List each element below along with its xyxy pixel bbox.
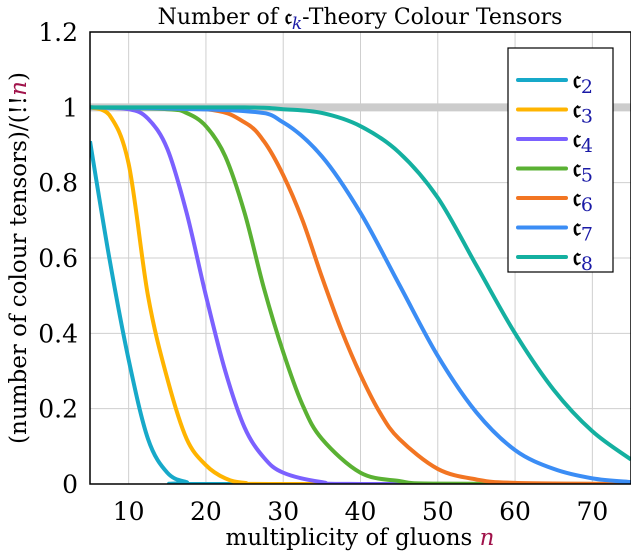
y-ticks: 0 0.2 0.4 0.6 0.8 1 1.2 bbox=[38, 18, 78, 499]
legend-entry: 𝔠3 bbox=[573, 95, 593, 128]
series-lines bbox=[90, 105, 631, 484]
x-tick-label: 10 bbox=[113, 497, 145, 526]
legend-entry: 𝔠4 bbox=[573, 124, 593, 157]
y-axis-label: (number of colour tensors)/(!!n) bbox=[6, 72, 32, 444]
series-line-c6 bbox=[90, 105, 631, 484]
y-tick-label: 0.6 bbox=[38, 244, 78, 273]
y-tick-label: 1.2 bbox=[38, 18, 78, 47]
y-tick-label: 0.8 bbox=[38, 169, 78, 198]
x-tick-label: 40 bbox=[345, 497, 377, 526]
legend-entry: 𝔠6 bbox=[573, 183, 593, 216]
legend-entry: 𝔠2 bbox=[573, 65, 593, 98]
series-line-c7 bbox=[90, 105, 631, 484]
legend-entry: 𝔠8 bbox=[573, 242, 593, 275]
x-axis-label: multiplicity of gluons n bbox=[226, 525, 495, 551]
x-tick-label: 60 bbox=[499, 497, 531, 526]
y-tick-label: 0.4 bbox=[38, 319, 78, 348]
y-tick-label: 0 bbox=[62, 470, 78, 499]
series-line-c5 bbox=[90, 105, 631, 484]
legend-entry: 𝔠5 bbox=[573, 154, 593, 187]
plot-frame bbox=[89, 31, 631, 485]
y-tick-label: 1 bbox=[62, 93, 78, 122]
series-line-c8 bbox=[90, 105, 631, 462]
chart-title: Number of 𝔠k-Theory Colour Tensors bbox=[158, 4, 563, 34]
x-tick-label: 30 bbox=[267, 497, 299, 526]
x-tick-label: 70 bbox=[576, 497, 608, 526]
x-ticks: 10 20 30 40 50 60 70 bbox=[113, 497, 609, 526]
x-tick-label: 50 bbox=[422, 497, 454, 526]
x-tick-label: 20 bbox=[190, 497, 222, 526]
legend-entry: 𝔠7 bbox=[573, 213, 593, 246]
y-tick-label: 0.2 bbox=[38, 395, 78, 424]
